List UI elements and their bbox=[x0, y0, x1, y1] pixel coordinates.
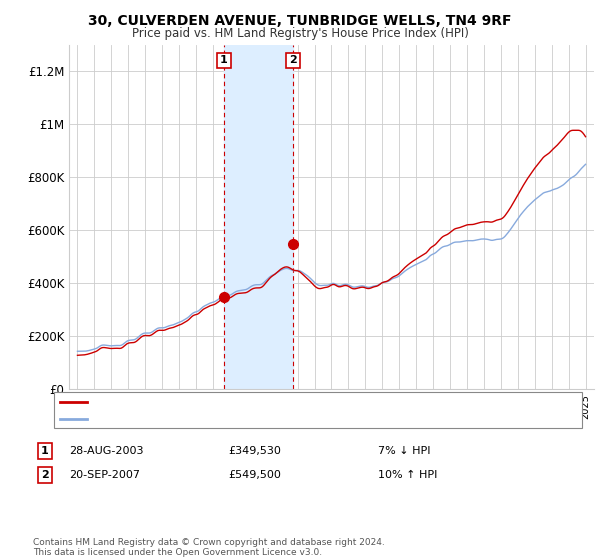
Text: 7% ↓ HPI: 7% ↓ HPI bbox=[378, 446, 431, 456]
Text: £349,530: £349,530 bbox=[228, 446, 281, 456]
Text: HPI: Average price, detached house, Tunbridge Wells: HPI: Average price, detached house, Tunb… bbox=[93, 414, 368, 424]
Text: 1: 1 bbox=[220, 55, 228, 66]
Text: 28-AUG-2003: 28-AUG-2003 bbox=[69, 446, 143, 456]
Text: 1: 1 bbox=[41, 446, 49, 456]
Text: 20-SEP-2007: 20-SEP-2007 bbox=[69, 470, 140, 480]
Text: 2: 2 bbox=[41, 470, 49, 480]
Text: Price paid vs. HM Land Registry's House Price Index (HPI): Price paid vs. HM Land Registry's House … bbox=[131, 27, 469, 40]
Text: 10% ↑ HPI: 10% ↑ HPI bbox=[378, 470, 437, 480]
Text: Contains HM Land Registry data © Crown copyright and database right 2024.
This d: Contains HM Land Registry data © Crown c… bbox=[33, 538, 385, 557]
Text: 30, CULVERDEN AVENUE, TUNBRIDGE WELLS, TN4 9RF: 30, CULVERDEN AVENUE, TUNBRIDGE WELLS, T… bbox=[88, 14, 512, 28]
Text: 30, CULVERDEN AVENUE, TUNBRIDGE WELLS, TN4 9RF (detached house): 30, CULVERDEN AVENUE, TUNBRIDGE WELLS, T… bbox=[93, 397, 472, 407]
Bar bbox=[224, 45, 293, 389]
Text: 2: 2 bbox=[289, 55, 297, 66]
Text: £549,500: £549,500 bbox=[228, 470, 281, 480]
